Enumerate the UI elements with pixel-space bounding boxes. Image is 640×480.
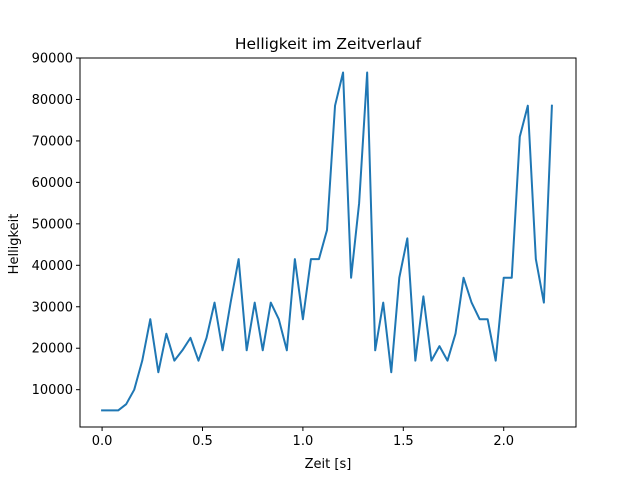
y-tick-label: 10000	[32, 383, 73, 398]
data-point	[173, 360, 175, 362]
series-line	[101, 71, 553, 412]
data-point	[495, 360, 497, 362]
x-axis-label: Zeit [s]	[305, 457, 352, 472]
y-tick-label: 50000	[32, 217, 73, 232]
data-point	[141, 360, 143, 362]
data-point	[455, 333, 457, 335]
data-point	[326, 229, 328, 231]
y-tick-label: 20000	[32, 342, 73, 357]
y-axis: 10000 20000 30000 40000 50000 60000 70000 80000…	[32, 52, 80, 398]
x-axis: 0.0 0.5 1.0 1.5 2.0	[92, 427, 514, 449]
y-tick-label: 90000	[32, 52, 73, 67]
data-point	[446, 360, 448, 362]
data-point	[366, 72, 368, 74]
data-point	[551, 105, 553, 107]
data-point	[117, 409, 119, 411]
x-tick-label: 1.5	[393, 434, 414, 449]
data-point	[246, 349, 248, 351]
data-point	[414, 360, 416, 362]
data-point	[310, 258, 312, 260]
data-point	[422, 295, 424, 297]
data-point	[334, 105, 336, 107]
data-point	[109, 409, 111, 411]
data-point	[430, 360, 432, 362]
data-point	[286, 349, 288, 351]
data-point	[471, 302, 473, 304]
data-point	[342, 72, 344, 74]
y-axis-label: Helligkeit	[7, 214, 22, 275]
data-point	[382, 302, 384, 304]
chart-title: Helligkeit im Zeitverlauf	[235, 35, 422, 53]
data-point	[165, 333, 167, 335]
data-point	[487, 318, 489, 320]
data-point	[503, 277, 505, 279]
data-point	[149, 318, 151, 320]
data-point	[125, 403, 127, 405]
data-point	[222, 349, 224, 351]
data-point	[390, 371, 392, 373]
data-point	[543, 302, 545, 304]
axes-frame	[79, 57, 577, 428]
data-point	[519, 136, 521, 138]
data-point	[318, 258, 320, 260]
data-point	[511, 277, 513, 279]
data-point	[206, 337, 208, 339]
x-tick-label: 1.0	[293, 434, 314, 449]
data-point	[374, 349, 376, 351]
data-point	[438, 345, 440, 347]
data-point	[479, 318, 481, 320]
data-point	[535, 258, 537, 260]
y-tick-label: 30000	[32, 300, 73, 315]
y-tick-label: 70000	[32, 134, 73, 149]
data-point	[302, 318, 304, 320]
data-point	[358, 202, 360, 204]
x-tick-label: 2.0	[493, 434, 514, 449]
data-point	[157, 371, 159, 373]
data-point	[254, 302, 256, 304]
x-tick-label: 0.5	[192, 434, 213, 449]
data-point	[398, 277, 400, 279]
data-point	[527, 105, 529, 107]
data-point	[214, 302, 216, 304]
data-point	[133, 389, 135, 391]
data-point	[262, 349, 264, 351]
y-tick-label: 40000	[32, 259, 73, 274]
data-point	[238, 258, 240, 260]
data-point	[406, 237, 408, 239]
data-point	[189, 337, 191, 339]
y-tick-label: 60000	[32, 176, 73, 191]
plot-area	[79, 57, 577, 428]
data-point	[270, 302, 272, 304]
data-point	[101, 409, 103, 411]
y-tick-label: 80000	[32, 93, 73, 108]
data-point	[278, 318, 280, 320]
data-point	[230, 302, 232, 304]
data-point	[181, 349, 183, 351]
data-point	[463, 277, 465, 279]
data-point	[294, 258, 296, 260]
x-tick-label: 0.0	[92, 434, 113, 449]
data-point	[197, 360, 199, 362]
data-point	[350, 277, 352, 279]
